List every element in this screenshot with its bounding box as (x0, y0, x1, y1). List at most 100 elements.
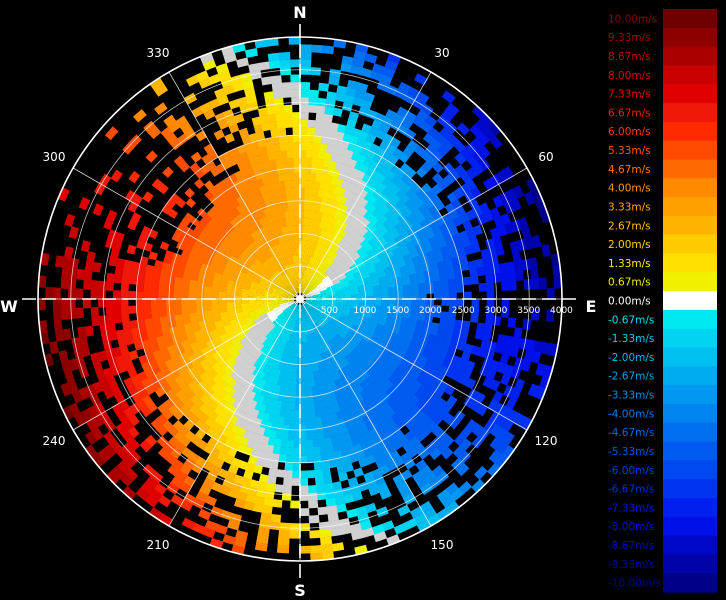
velocity-cell (267, 52, 280, 62)
velocity-cell (150, 285, 160, 293)
velocity-cell (61, 360, 72, 374)
velocity-cell (257, 236, 265, 245)
velocity-cell (166, 275, 176, 283)
velocity-cell (114, 231, 125, 243)
velocity-cell (303, 288, 310, 295)
velocity-cell (260, 278, 269, 284)
velocity-cell (305, 301, 313, 305)
velocity-cell (365, 304, 374, 309)
velocity-cell (510, 197, 522, 212)
velocity-cell (362, 230, 372, 240)
velocity-cell (304, 357, 309, 366)
velocity-cell (52, 298, 61, 310)
velocity-cell (244, 353, 253, 362)
velocity-cell (226, 345, 236, 354)
velocity-cell (445, 102, 460, 117)
velocity-cell (279, 67, 291, 76)
velocity-cell (487, 121, 502, 137)
center-ray (299, 293, 306, 300)
velocity-cell (335, 303, 344, 307)
velocity-cell (223, 52, 237, 64)
velocity-cell (305, 164, 313, 174)
velocity-cell (222, 534, 237, 545)
velocity-cell (218, 295, 227, 299)
velocity-cell (281, 258, 287, 267)
velocity-cell (236, 356, 246, 365)
colorbar-label: 5.33m/s (608, 145, 651, 157)
velocity-cell (376, 365, 386, 375)
velocity-cell (395, 480, 409, 492)
velocity-cell (365, 289, 374, 294)
velocity-cell (305, 225, 310, 234)
velocity-cell (205, 354, 215, 364)
velocity-cell (166, 281, 175, 288)
velocity-cell (404, 128, 417, 141)
velocity-cell (309, 308, 316, 315)
velocity-cell (227, 332, 237, 340)
velocity-cell (278, 299, 287, 301)
velocity-cell (260, 354, 267, 364)
velocity-cell (246, 406, 255, 417)
velocity-cell (287, 293, 295, 297)
velocity-cell (242, 228, 251, 237)
velocity-cell (309, 180, 316, 189)
velocity-cell (352, 241, 361, 250)
velocity-cell (366, 247, 376, 256)
velocity-cell (266, 475, 277, 485)
velocity-cell (293, 247, 297, 256)
velocity-cell (286, 256, 291, 265)
colorbar-label: 6.67m/s (608, 107, 651, 119)
velocity-cell (233, 341, 242, 349)
velocity-cell (280, 362, 286, 372)
velocity-cell (173, 303, 182, 311)
velocity-cell (305, 300, 314, 304)
velocity-cell (265, 215, 273, 224)
velocity-cell (290, 279, 295, 287)
velocity-cell (388, 302, 397, 308)
velocity-cell (440, 446, 454, 460)
velocity-cell (317, 430, 325, 440)
velocity-cell (317, 235, 323, 244)
velocity-cell (320, 294, 329, 297)
velocity-cell (124, 467, 139, 482)
velocity-cell (300, 187, 306, 196)
velocity-cell (298, 304, 300, 313)
velocity-cell (443, 258, 454, 268)
velocity-cell (487, 462, 501, 477)
velocity-cell (294, 349, 298, 358)
velocity-cell (292, 287, 297, 295)
velocity-cell (334, 287, 343, 292)
velocity-cell (342, 232, 350, 241)
velocity-cell (400, 270, 410, 277)
velocity-cell (243, 248, 252, 257)
velocity-cell (366, 213, 376, 223)
velocity-cell (257, 353, 265, 362)
velocity-cell (325, 175, 334, 185)
velocity-cell (280, 250, 286, 259)
velocity-cell (313, 299, 322, 301)
velocity-cell (344, 244, 353, 253)
velocity-cell (262, 216, 270, 226)
velocity-cell (137, 371, 148, 382)
velocity-cell (295, 187, 301, 196)
velocity-cell (239, 253, 248, 262)
velocity-cell (358, 216, 368, 226)
velocity-cell (162, 333, 173, 342)
velocity-cell (376, 340, 386, 348)
velocity-cell (266, 269, 274, 276)
velocity-cell (340, 349, 348, 358)
velocity-cell (299, 523, 311, 532)
velocity-cell (344, 269, 353, 276)
velocity-cell (116, 410, 129, 424)
velocity-cell (256, 202, 264, 212)
velocity-cell (335, 503, 347, 513)
velocity-cell (395, 334, 405, 343)
velocity-cell (350, 65, 363, 76)
velocity-cell (385, 339, 395, 348)
velocity-cell (237, 222, 247, 231)
velocity-cell (441, 138, 454, 152)
velocity-cell (269, 513, 282, 523)
velocity-cell (161, 261, 171, 270)
velocity-cell (286, 248, 291, 257)
velocity-cell (87, 405, 100, 419)
